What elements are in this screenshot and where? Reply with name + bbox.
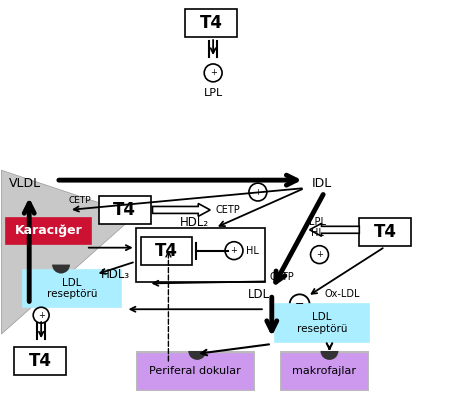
Text: T4: T4 [28,352,52,370]
Circle shape [249,183,267,201]
Bar [136,351,255,391]
Text: VLDL: VLDL [9,176,41,190]
Bar [185,9,237,37]
Bar [137,354,253,389]
Text: T4: T4 [200,14,223,32]
Circle shape [310,246,328,263]
Circle shape [33,307,49,323]
FancyArrow shape [153,203,210,217]
Text: T4: T4 [155,242,178,260]
Text: LDL
reseptörü: LDL reseptörü [47,277,97,299]
Text: CETP: CETP [270,272,294,282]
Text: CETP: CETP [215,205,240,215]
Wedge shape [52,265,70,273]
Bar [359,218,411,246]
Text: LPL: LPL [309,217,326,227]
Text: Periferal dokular: Periferal dokular [149,366,241,376]
Bar [6,218,91,244]
Bar [136,228,265,282]
Text: +: + [38,311,45,320]
Text: T4: T4 [374,223,397,241]
Text: Karacığer: Karacığer [15,224,82,237]
Text: T4: T4 [113,201,136,219]
Bar [282,354,367,389]
Text: +: + [316,250,323,259]
Text: CETP: CETP [69,196,91,205]
Text: +: + [255,188,261,196]
Circle shape [290,294,310,314]
Text: HDL₃: HDL₃ [101,268,130,281]
Bar [141,237,192,265]
Bar [23,269,121,307]
Text: IDL: IDL [311,176,332,190]
Text: +: + [230,246,237,255]
Polygon shape [1,170,136,334]
Wedge shape [320,351,338,360]
Text: HDL₂: HDL₂ [180,217,210,229]
Circle shape [204,64,222,82]
Text: LDL
reseptörü: LDL reseptörü [297,312,347,334]
Text: +: + [210,69,217,77]
Text: HL: HL [311,228,324,238]
Circle shape [225,242,243,259]
Bar [99,196,151,224]
Text: LDL: LDL [248,288,270,301]
Text: HL: HL [246,246,259,256]
FancyArrow shape [310,223,359,236]
Text: Ox-LDL: Ox-LDL [325,290,360,299]
Text: makrofajlar: makrofajlar [292,366,356,376]
Wedge shape [188,351,206,360]
Text: LPL: LPL [203,88,223,98]
Bar [280,351,369,391]
Bar [275,304,369,342]
Bar [14,347,66,375]
Text: −: − [295,299,304,309]
